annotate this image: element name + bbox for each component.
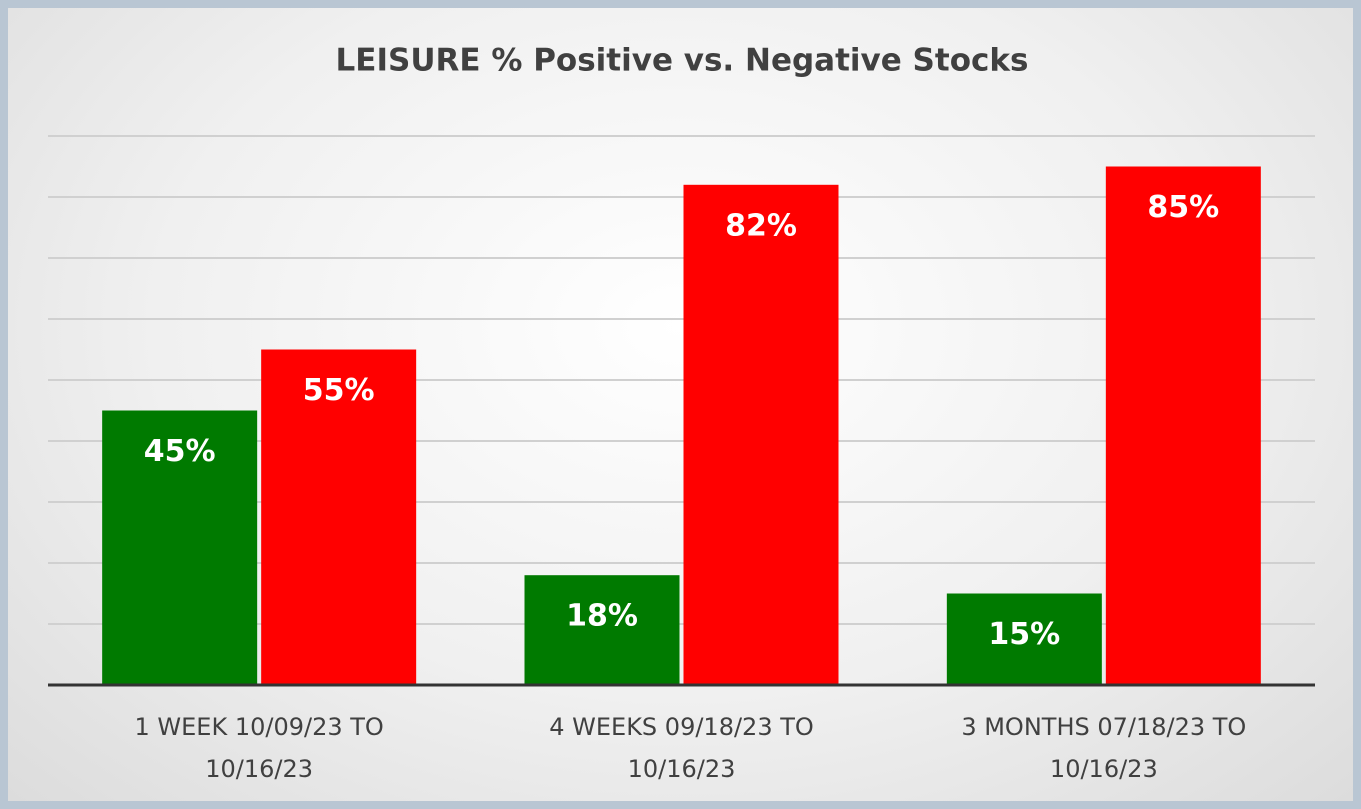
bar bbox=[261, 349, 417, 685]
data-label: 55% bbox=[303, 373, 375, 408]
data-label: 18% bbox=[566, 599, 638, 634]
data-label: 45% bbox=[144, 434, 216, 469]
bar bbox=[1105, 166, 1261, 685]
data-label: 15% bbox=[988, 617, 1060, 652]
bar bbox=[946, 593, 1102, 685]
chart-title: LEISURE % Positive vs. Negative Stocks bbox=[336, 43, 1029, 79]
bar bbox=[524, 575, 680, 685]
data-label: 82% bbox=[725, 208, 797, 243]
x-tick-label: 1 WEEK 10/09/23 TO 10/16/23 bbox=[134, 713, 384, 783]
x-tick-label: 3 MONTHS 07/18/23 TO 10/16/23 bbox=[961, 713, 1247, 783]
data-label: 85% bbox=[1147, 190, 1219, 225]
bar bbox=[102, 410, 258, 685]
x-tick-label: 4 WEEKS 09/18/23 TO 10/16/23 bbox=[549, 713, 814, 783]
bar bbox=[683, 184, 839, 686]
